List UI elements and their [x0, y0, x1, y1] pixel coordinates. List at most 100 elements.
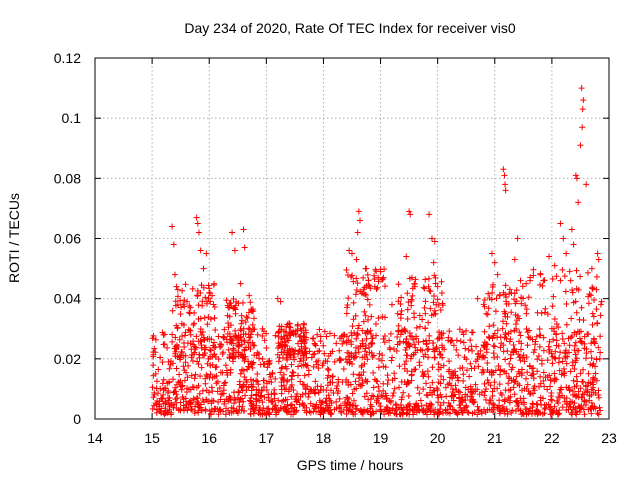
data-point — [445, 368, 452, 375]
data-point — [360, 369, 367, 376]
data-point — [245, 325, 252, 332]
data-point — [475, 363, 482, 370]
data-point — [150, 362, 157, 369]
data-point — [345, 396, 352, 403]
data-point — [559, 358, 566, 365]
data-point — [512, 311, 519, 318]
data-point — [352, 411, 359, 418]
data-point — [548, 350, 555, 357]
data-point — [225, 407, 232, 414]
data-point — [173, 365, 180, 372]
data-point — [396, 363, 403, 370]
data-point — [567, 368, 574, 375]
data-point — [421, 304, 428, 311]
data-point — [198, 364, 205, 371]
data-point — [506, 286, 513, 293]
data-point — [343, 394, 350, 401]
data-point — [301, 372, 308, 379]
data-point — [515, 351, 522, 358]
data-point — [499, 325, 506, 332]
data-point — [464, 367, 471, 374]
data-point — [226, 354, 233, 361]
data-point — [449, 406, 456, 413]
data-point — [583, 355, 590, 362]
data-point — [485, 305, 492, 312]
data-point — [311, 403, 318, 410]
data-point — [550, 408, 557, 415]
data-point — [259, 410, 266, 417]
data-point — [588, 386, 595, 393]
data-point — [581, 411, 588, 418]
data-point — [194, 358, 201, 365]
data-point — [492, 308, 499, 315]
data-point — [581, 398, 588, 405]
data-point — [589, 285, 596, 292]
data-point — [437, 391, 444, 398]
data-point — [542, 305, 549, 312]
data-point — [523, 375, 530, 382]
data-point — [468, 343, 475, 350]
data-point — [297, 378, 304, 385]
data-point — [572, 351, 579, 358]
data-point — [240, 226, 247, 233]
data-point — [195, 338, 202, 345]
data-point — [438, 373, 445, 380]
data-point — [251, 352, 258, 359]
data-point — [495, 405, 502, 412]
data-point — [195, 229, 202, 236]
data-point — [248, 307, 255, 314]
data-point — [218, 391, 225, 398]
data-point — [256, 355, 263, 362]
data-point — [280, 376, 287, 383]
data-point — [435, 361, 442, 368]
data-point — [423, 391, 430, 398]
data-point — [426, 287, 433, 294]
data-point — [320, 407, 327, 414]
data-point — [415, 406, 422, 413]
data-point — [553, 342, 560, 349]
data-point — [314, 331, 321, 338]
data-point — [263, 344, 270, 351]
data-point — [272, 406, 279, 413]
data-point — [233, 334, 240, 341]
data-point — [550, 336, 557, 343]
data-point — [597, 333, 604, 340]
data-point — [369, 353, 376, 360]
data-point — [546, 253, 553, 260]
data-point — [353, 275, 360, 282]
data-point — [496, 292, 503, 299]
data-point — [446, 410, 453, 417]
data-point — [419, 316, 426, 323]
data-point — [510, 349, 517, 356]
data-point — [570, 241, 577, 248]
data-point — [364, 271, 371, 278]
data-point — [340, 337, 347, 344]
data-point — [488, 296, 495, 303]
data-point — [534, 368, 541, 375]
data-point — [565, 335, 572, 342]
data-point — [553, 337, 560, 344]
data-point — [596, 404, 603, 411]
data-point — [280, 382, 287, 389]
data-point — [360, 274, 367, 281]
data-point — [530, 365, 537, 372]
data-point — [236, 389, 243, 396]
data-point — [360, 318, 367, 325]
data-point — [440, 330, 447, 337]
data-point — [228, 404, 235, 411]
data-point — [431, 348, 438, 355]
data-point — [207, 347, 214, 354]
data-point — [272, 332, 279, 339]
data-point — [175, 406, 182, 413]
data-point — [505, 330, 512, 337]
data-point — [478, 369, 485, 376]
data-point — [536, 343, 543, 350]
data-point — [306, 408, 313, 415]
data-point — [204, 360, 211, 367]
data-point — [530, 390, 537, 397]
data-point — [179, 348, 186, 355]
data-point — [410, 336, 417, 343]
data-point — [491, 343, 498, 350]
data-point — [430, 259, 437, 266]
data-point — [386, 344, 393, 351]
